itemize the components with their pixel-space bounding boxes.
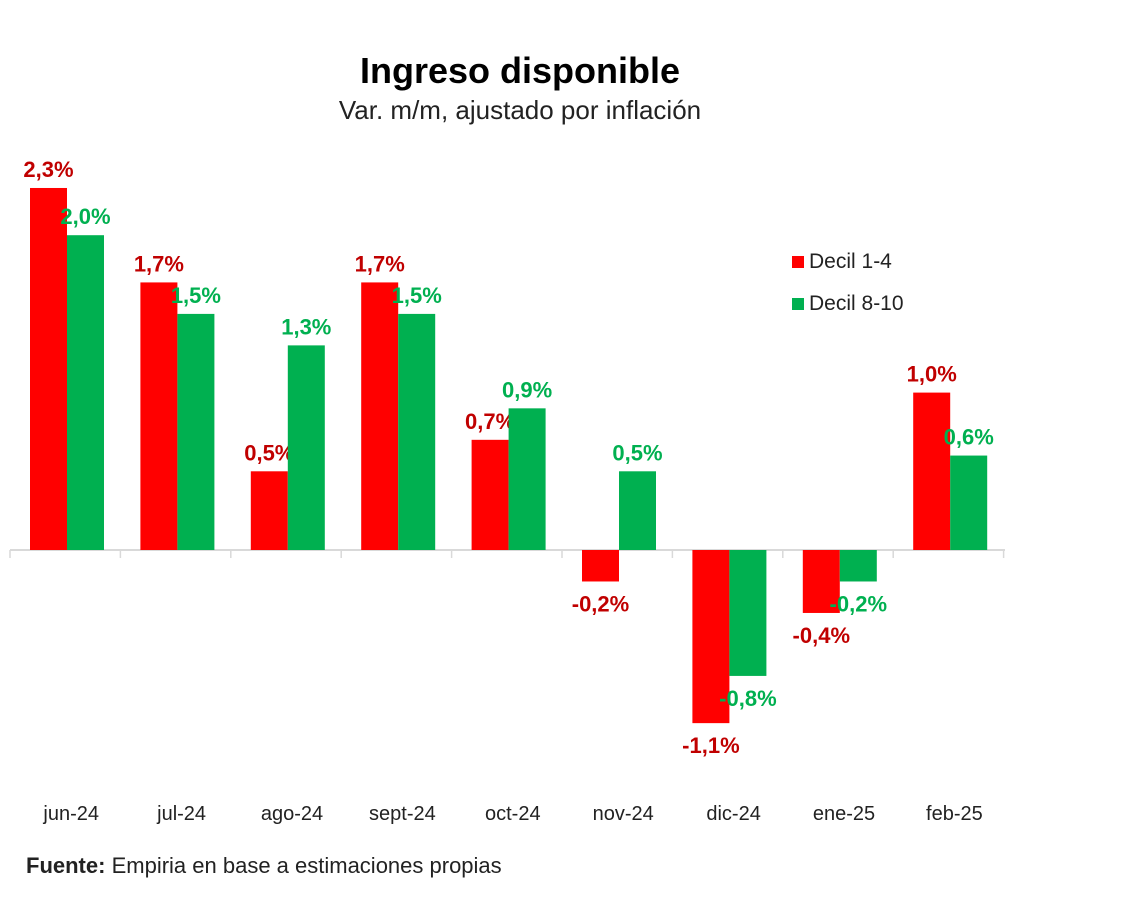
data-label: -0,2% (572, 591, 629, 616)
data-label: 1,3% (281, 314, 331, 339)
bar-decil-8-10 (67, 235, 104, 550)
data-label: 2,0% (60, 204, 110, 229)
data-label: 0,5% (612, 440, 662, 465)
legend-swatch (792, 256, 804, 268)
data-label: 1,7% (134, 251, 184, 276)
bar-decil-1-4 (250, 471, 288, 550)
x-tick-label: oct-24 (485, 803, 541, 825)
legend-swatch (792, 298, 804, 310)
bar-decil-8-10 (398, 313, 436, 550)
data-label: 0,7% (465, 409, 515, 434)
x-tick-label: feb-25 (926, 803, 983, 825)
bar-decil-1-4 (140, 282, 178, 550)
x-tick-label: nov-24 (593, 803, 654, 825)
data-label: -0,4% (793, 623, 850, 648)
data-label: 1,5% (392, 283, 442, 308)
bar-decil-1-4 (802, 550, 840, 613)
bar-decil-1-4 (582, 550, 619, 582)
x-tick-label: dic-24 (706, 803, 760, 825)
bar-decil-8-10 (177, 313, 215, 550)
bar-decil-8-10 (729, 550, 767, 676)
bar-decil-1-4 (913, 392, 951, 550)
bar-decil-8-10 (619, 471, 656, 550)
x-tick-label: jun-24 (42, 803, 99, 825)
x-tick-label: ene-25 (813, 803, 875, 825)
data-label: 2,3% (23, 157, 73, 182)
source-label: Fuente: (26, 853, 106, 878)
data-label: 1,7% (355, 251, 405, 276)
bar-decil-1-4 (30, 187, 67, 551)
bar-decil-1-4 (692, 550, 730, 724)
x-tick-label: jul-24 (156, 803, 206, 825)
bar-decil-8-10 (839, 550, 877, 582)
data-label: 1,5% (171, 283, 221, 308)
chart-title: Ingreso disponible (359, 50, 681, 91)
bar-decil-1-4 (471, 439, 509, 550)
data-label: 0,6% (944, 425, 994, 450)
source-text: Empiria en base a estimaciones propias (111, 853, 502, 878)
bar-decil-8-10 (508, 408, 546, 550)
legend-label: Decil 1-4 (809, 250, 892, 273)
bar-decil-8-10 (950, 455, 988, 550)
x-tick-label: sept-24 (369, 803, 436, 825)
data-label: -0,2% (830, 591, 887, 616)
legend-label: Decil 8-10 (809, 292, 904, 315)
bar-decil-1-4 (361, 282, 399, 550)
data-label: 0,9% (502, 377, 552, 402)
x-tick-label: ago-24 (261, 803, 323, 825)
data-label: -1,1% (682, 733, 739, 758)
source-note: Fuente: Empiria en base a estimaciones p… (26, 853, 502, 879)
bar-decil-8-10 (287, 345, 325, 550)
chart-subtitle: Var. m/m, ajustado por inflación (338, 95, 702, 125)
data-label: -0,8% (719, 686, 776, 711)
data-label: 1,0% (907, 362, 957, 387)
data-label: 0,5% (244, 440, 294, 465)
